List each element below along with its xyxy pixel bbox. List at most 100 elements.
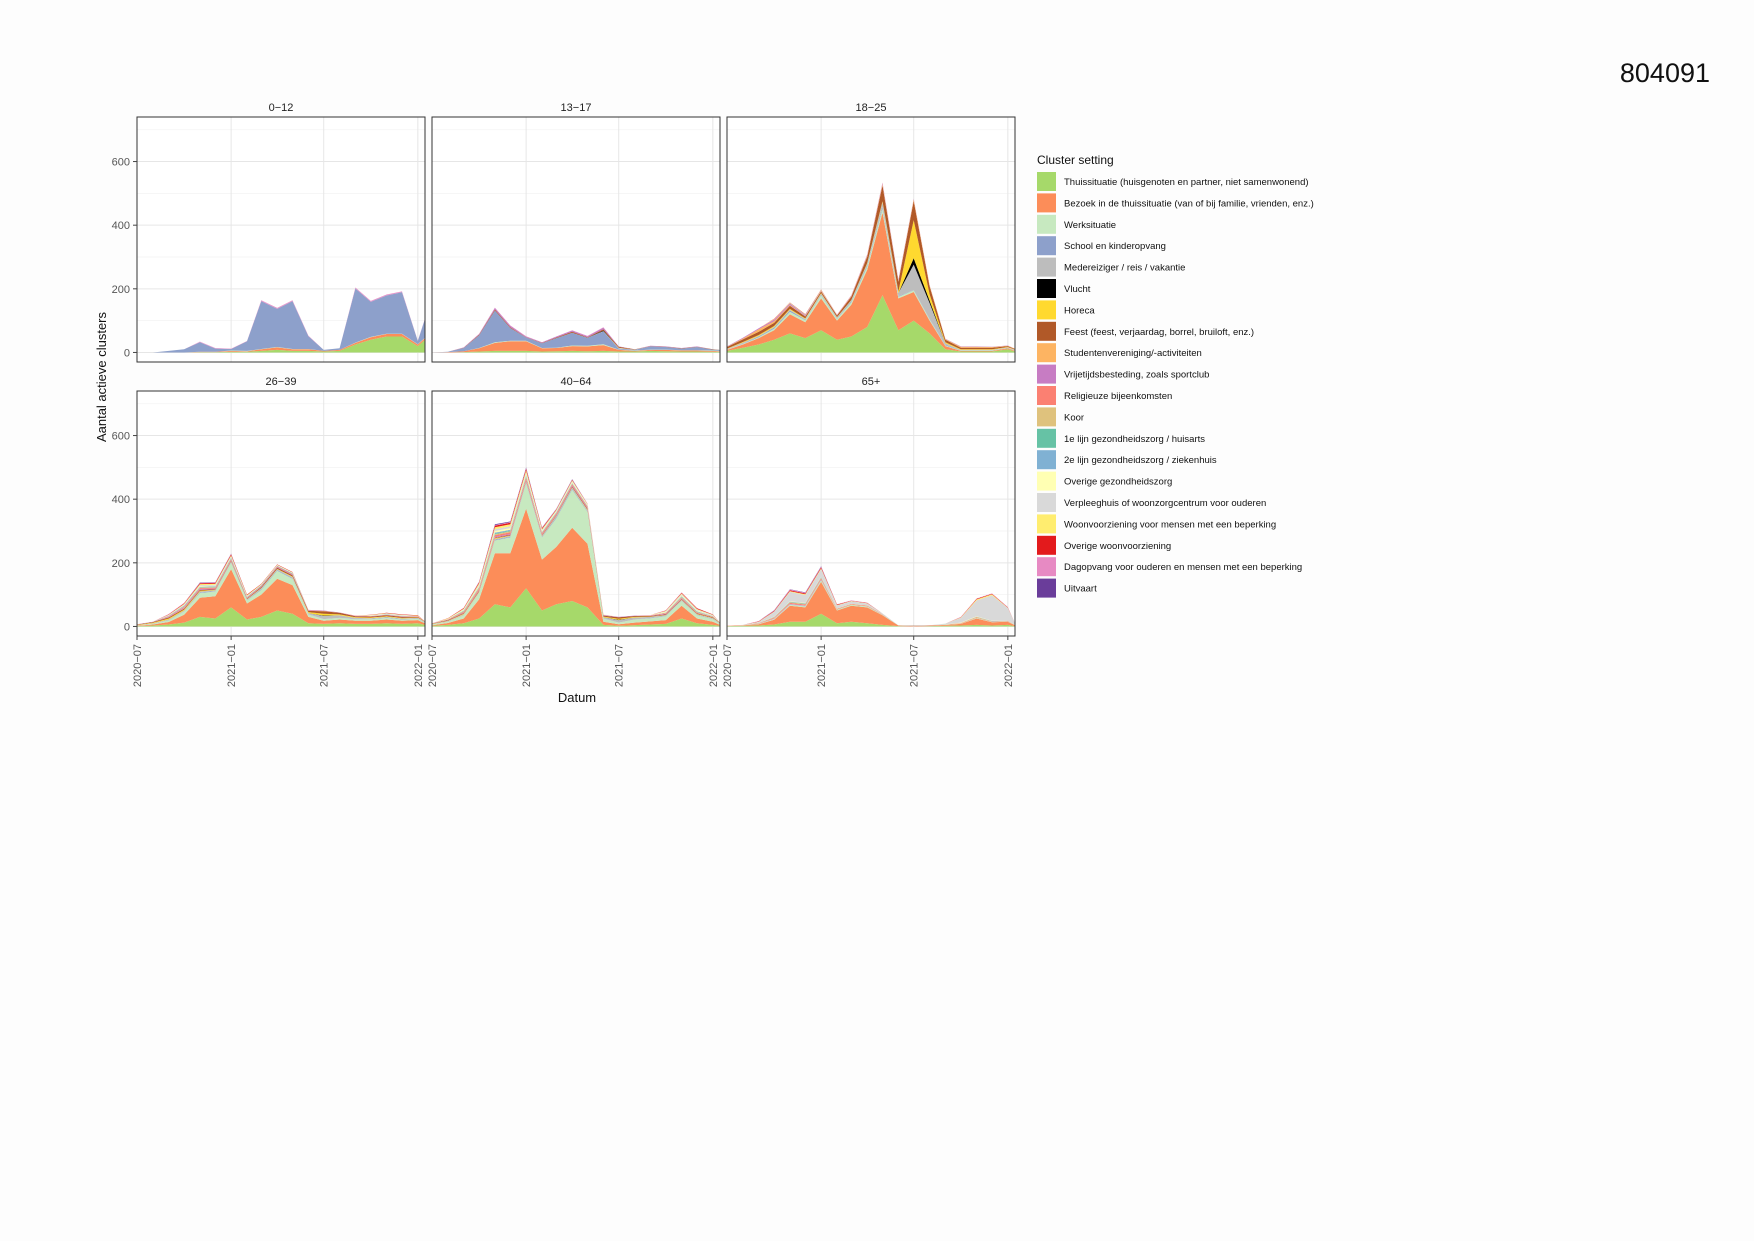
legend-label: Studentenvereniging/-activiteiten (1064, 348, 1202, 359)
y-tick-label: 400 (112, 494, 130, 506)
legend-label: Thuissituatie (huisgenoten en partner, n… (1064, 177, 1309, 188)
legend-label: Medereiziger / reis / vakantie (1064, 263, 1185, 274)
area-series (137, 607, 425, 627)
area-series (432, 470, 720, 624)
x-tick-label: 2021−07 (614, 644, 626, 687)
legend-label: Religieuze bijeenkomsten (1064, 391, 1172, 402)
area-series (432, 341, 720, 353)
area-series (137, 569, 425, 627)
legend-label: Vlucht (1064, 284, 1091, 295)
y-tick-label: 400 (112, 220, 130, 232)
legend-swatch (1037, 236, 1056, 256)
panel-border (431, 116, 721, 363)
area-series (727, 295, 1015, 353)
legend-label: Woonvoorziening voor mensen met een bepe… (1064, 519, 1276, 530)
area-series (432, 483, 720, 626)
legend-label: Feest (feest, verjaardag, borrel, bruilo… (1064, 327, 1254, 338)
panel-border (136, 390, 426, 637)
panel-title: 40−64 (561, 376, 592, 388)
area-series (727, 184, 1015, 349)
legend-swatch (1037, 279, 1056, 298)
x-tick-label: 2022−01 (1003, 644, 1015, 687)
legend-swatch (1037, 578, 1056, 598)
legend-label: Werksituatie (1064, 220, 1116, 231)
panel-title: 65+ (862, 376, 881, 388)
x-tick-label: 2020−07 (722, 644, 734, 687)
panel-title: 0−12 (269, 102, 294, 114)
document-id: 804091 (1619, 58, 1710, 88)
area-series (432, 307, 720, 353)
area-series (432, 588, 720, 627)
area-series (137, 334, 425, 353)
y-tick-label: 0 (124, 621, 130, 633)
legend-swatch (1037, 343, 1056, 363)
area-series (432, 310, 720, 353)
legend-swatch (1037, 386, 1056, 405)
x-tick-label: 2021−01 (816, 644, 828, 687)
y-axis-title: Aantal actieve clusters (94, 311, 109, 442)
x-tick-label: 2021−01 (226, 644, 238, 687)
legend-label: Dagopvang voor ouderen en mensen met een… (1064, 562, 1302, 573)
area-series (137, 560, 425, 625)
area-series (727, 613, 1015, 627)
legend-swatch (1037, 172, 1056, 191)
y-tick-label: 200 (112, 558, 130, 570)
legend-label: Koor (1064, 412, 1084, 423)
y-tick-label: 0 (124, 347, 130, 359)
legend-swatch (1037, 193, 1056, 213)
legend-label: Overige woonvoorziening (1064, 541, 1171, 552)
area-series (137, 560, 425, 625)
panel-border (726, 116, 1016, 363)
legend-swatch (1037, 364, 1056, 384)
x-tick-label: 2021−01 (521, 644, 533, 687)
legend-swatch (1037, 514, 1056, 534)
legend-title: Cluster setting (1037, 153, 1114, 167)
legend-swatch (1037, 214, 1056, 234)
legend-label: Vrijetijdsbesteding, zoals sportclub (1064, 370, 1209, 381)
legend-swatch (1037, 493, 1056, 512)
area-series (727, 212, 1015, 352)
area-series (432, 508, 720, 626)
legend-label: Uitvaart (1064, 584, 1097, 595)
panel-background (432, 117, 720, 362)
x-axis-title: Datum (558, 690, 596, 705)
y-tick-label: 200 (112, 284, 130, 296)
x-tick-label: 2020−07 (427, 644, 439, 687)
x-tick-label: 2020−07 (132, 644, 144, 687)
legend-label: Verpleeghuis of woonzorgcentrum voor oud… (1064, 498, 1266, 509)
area-series (727, 581, 1015, 627)
legend-label: School en kinderopvang (1064, 241, 1166, 252)
panel-border (726, 390, 1016, 637)
legend-label: Overige gezondheidszorg (1064, 477, 1172, 488)
panel-background (727, 391, 1015, 636)
panel-title: 13−17 (561, 102, 592, 114)
legend-label: Bezoek in de thuissituatie (van of bij f… (1064, 198, 1314, 209)
area-series (137, 336, 425, 353)
legend-swatch (1037, 428, 1056, 448)
area-series (432, 468, 720, 624)
legend-label: 2e lijn gezondheidszorg / ziekenhuis (1064, 455, 1217, 466)
legend-swatch (1037, 257, 1056, 277)
legend-label: Horeca (1064, 305, 1095, 316)
area-series (432, 472, 720, 624)
area-series (137, 288, 425, 353)
legend-label: 1e lijn gezondheidszorg / huisarts (1064, 434, 1205, 445)
legend-swatch (1037, 557, 1056, 577)
area-series (432, 309, 720, 353)
panel-border (136, 116, 426, 363)
x-tick-label: 2021−07 (909, 644, 921, 687)
area-series (137, 562, 425, 626)
x-tick-label: 2022−01 (708, 644, 720, 687)
legend-swatch (1037, 321, 1056, 341)
panel-border (431, 390, 721, 637)
legend-swatch (1037, 471, 1056, 491)
area-series (137, 560, 425, 625)
x-tick-label: 2021−07 (319, 644, 331, 687)
legend-swatch (1037, 407, 1056, 427)
y-tick-label: 600 (112, 157, 130, 169)
legend-swatch (1037, 450, 1056, 470)
panel-title: 18−25 (856, 102, 887, 114)
panel-title: 26−39 (266, 376, 297, 388)
area-series (432, 350, 720, 353)
